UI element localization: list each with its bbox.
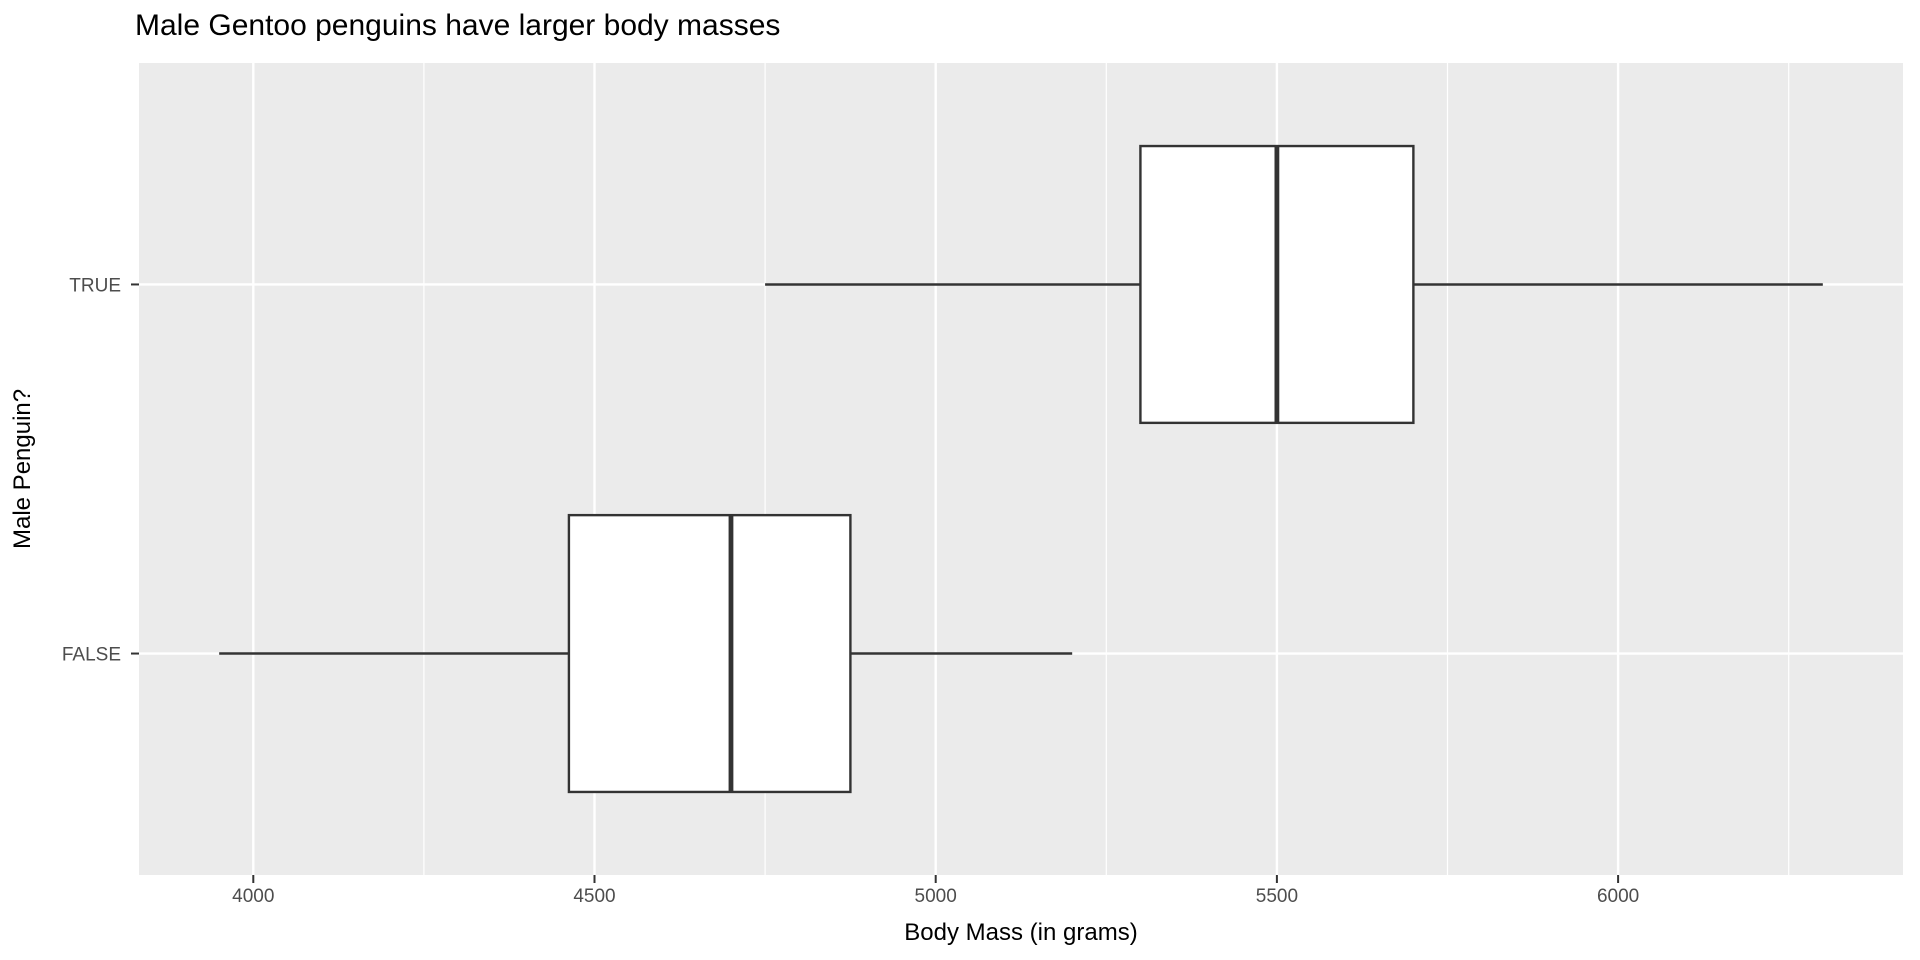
x-axis-title: Body Mass (in grams) (904, 919, 1138, 946)
x-tick-label: 5000 (915, 886, 957, 907)
y-category-label: TRUE (69, 275, 121, 296)
x-tick-label: 4500 (573, 886, 615, 907)
x-tick-label: 5500 (1256, 886, 1298, 907)
boxplots (219, 144, 1823, 794)
x-tick-label: 6000 (1597, 886, 1639, 907)
x-axis-tick-labels: 4000 4500 5000 5500 6000 (232, 886, 1639, 907)
panel-background (139, 63, 1903, 875)
x-tick-label: 4000 (232, 886, 274, 907)
box-iqr (567, 513, 852, 794)
y-axis-category-labels: TRUE FALSE (62, 275, 139, 666)
boxplot-false (219, 513, 1073, 794)
boxplot-true (765, 144, 1823, 425)
x-axis-ticks (252, 875, 1620, 883)
y-category-label: FALSE (62, 645, 121, 666)
plot-panel (139, 63, 1903, 875)
chart-title: Male Gentoo penguins have larger body ma… (135, 9, 781, 42)
